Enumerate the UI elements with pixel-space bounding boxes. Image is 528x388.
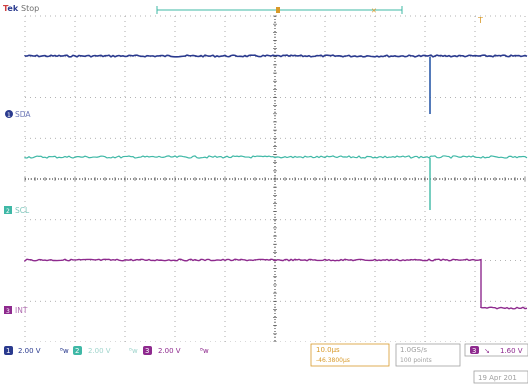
date-readout: 19 Apr 201 <box>473 370 528 384</box>
horizontal-readout[interactable]: 10.0µs -46.3800µs <box>310 343 390 367</box>
bandwidth-limit-icon: ᴮw <box>60 347 69 355</box>
svg-text:3: 3 <box>145 347 149 355</box>
trigger-time-marker: T <box>477 16 483 25</box>
svg-text:SDA: SDA <box>15 110 31 119</box>
channel-label-ch2: 2 SCL <box>4 206 30 215</box>
svg-text:3: 3 <box>472 347 476 355</box>
brand-logo: Tek <box>3 4 19 13</box>
svg-text:1.60 V: 1.60 V <box>500 347 523 355</box>
svg-text:1.0GS/s: 1.0GS/s <box>400 346 427 354</box>
ch1-scale-readout[interactable]: 1 2.00 V ᴮw <box>4 346 69 355</box>
svg-text:10.0µs: 10.0µs <box>316 346 340 354</box>
ch2-scale-readout[interactable]: 2 2.00 V ᴮw <box>73 346 138 355</box>
svg-text:2: 2 <box>6 208 10 215</box>
expansion-point-marker: ✕ <box>371 7 377 15</box>
svg-text:1: 1 <box>6 347 10 355</box>
channel-label-ch1: 1 SDA <box>5 110 31 119</box>
waveform-ch2 <box>24 155 528 210</box>
channel-label-ch3: 3 INT <box>4 306 28 315</box>
graticule <box>24 15 526 343</box>
svg-text:2.00 V: 2.00 V <box>18 347 41 355</box>
bandwidth-limit-icon-3: ᴮw <box>200 347 209 355</box>
waveform-ch3 <box>24 258 528 310</box>
svg-text:2: 2 <box>75 347 79 355</box>
acquisition-status: Stop <box>21 4 39 13</box>
svg-text:SCL: SCL <box>15 206 30 215</box>
acquisition-readout[interactable]: 1.0GS/s 100 points <box>395 343 461 367</box>
bandwidth-limit-icon-2: ᴮw <box>129 347 138 355</box>
trigger-readout[interactable]: 3 ↘ 1.60 V <box>464 343 528 357</box>
waveform-ch1 <box>24 54 528 114</box>
header: Tek Stop ✕ T <box>3 4 483 25</box>
svg-text:2.00 V: 2.00 V <box>88 347 111 355</box>
svg-text:19 Apr 201: 19 Apr 201 <box>478 374 517 382</box>
svg-text:INT: INT <box>15 306 28 315</box>
svg-text:100 points: 100 points <box>400 357 432 364</box>
ch3-scale-readout[interactable]: 3 2.00 V ᴮw <box>143 346 209 355</box>
readout-bar: 1 2.00 V ᴮw 2 2.00 V ᴮw 3 2.00 V ᴮw 10.0… <box>0 342 528 384</box>
trigger-position-marker <box>276 7 280 13</box>
trigger-slope-icon: ↘ <box>484 347 490 355</box>
svg-text:3: 3 <box>6 308 10 315</box>
svg-text:1: 1 <box>7 112 11 119</box>
svg-text:2.00 V: 2.00 V <box>158 347 181 355</box>
delay-readout: -46.3800µs <box>316 357 350 364</box>
